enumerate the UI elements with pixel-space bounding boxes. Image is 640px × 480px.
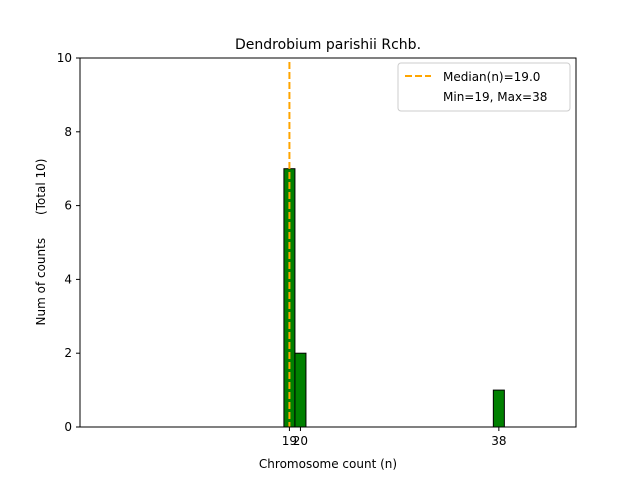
y-tick-label: 2 — [64, 346, 72, 360]
legend: Median(n)=19.0 Min=19, Max=38 — [397, 62, 571, 112]
y-tick-label: 4 — [64, 272, 72, 286]
legend-entry: Min=19, Max=38 — [443, 90, 547, 104]
y-tick-label: 0 — [64, 420, 72, 434]
x-tick-label: 19 — [282, 434, 297, 448]
y-axis-label: Num of counts (Total 10) — [34, 159, 48, 326]
chart-title: Dendrobium parishii Rchb. — [235, 37, 421, 53]
legend-entry: Median(n)=19.0 — [443, 70, 540, 84]
y-tick-label: 6 — [64, 199, 72, 213]
x-tick-label: 20 — [293, 434, 308, 448]
x-tick-label: 38 — [491, 434, 506, 448]
y-tick-label: 10 — [57, 51, 72, 65]
x-axis-label: Chromosome count (n) — [259, 457, 397, 471]
axes-frame — [79, 57, 577, 428]
y-tick-label: 8 — [64, 125, 72, 139]
bar — [492, 389, 505, 428]
bar — [294, 352, 307, 428]
legend-box — [397, 62, 571, 112]
